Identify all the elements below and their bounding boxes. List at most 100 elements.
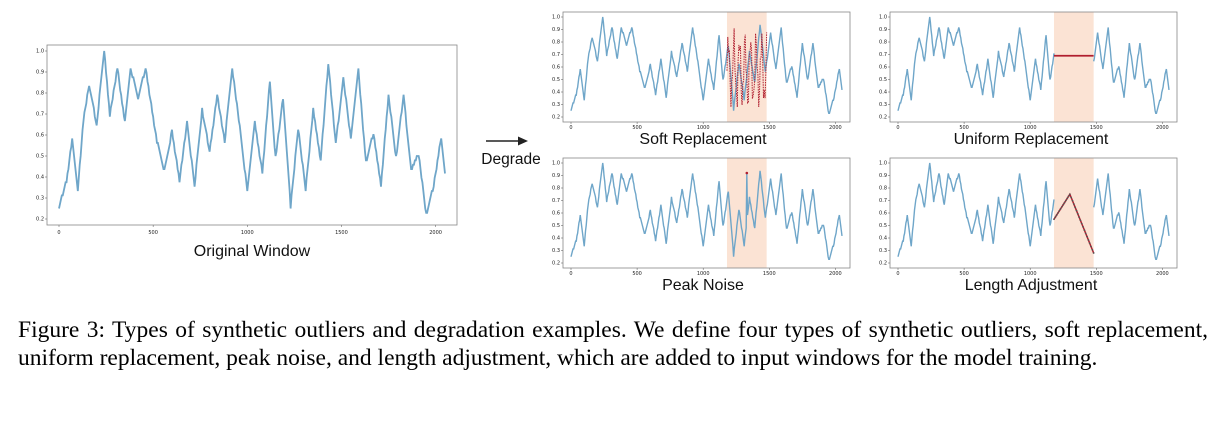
x-tick-label: 1000 xyxy=(241,230,254,236)
y-tick-label: 0.2 xyxy=(879,115,887,121)
panel-soft-replacement: 0.2 0.3 0.4 0.5 0.6 0.7 0.8 0.9 1.0 0 500 1000 1500 2… xyxy=(552,11,851,131)
y-tick-label: 0.4 xyxy=(36,175,44,181)
x-tick-label: 500 xyxy=(148,230,158,236)
y-tick-label: 0.5 xyxy=(879,77,887,83)
outlier-highlight-band xyxy=(1053,158,1094,268)
y-tick-label: 1.0 xyxy=(36,49,44,55)
x-tick-label: 1000 xyxy=(697,125,710,131)
series-line xyxy=(570,16,728,111)
y-tick-label: 0.2 xyxy=(552,115,560,121)
title-original-window: Original Window xyxy=(194,243,311,260)
series-line xyxy=(897,162,1055,257)
outlier-point xyxy=(1072,203,1075,205)
series-line xyxy=(570,162,843,261)
panel-uniform-replacement: 0.2 0.3 0.4 0.5 0.6 0.7 0.8 0.9 1.0 0 500 1000 1500 2… xyxy=(879,11,1178,131)
plot-frame xyxy=(46,44,458,226)
x-tick-label: 2000 xyxy=(829,125,842,131)
y-tick-label: 1.0 xyxy=(879,161,887,167)
y-tick-label: 0.4 xyxy=(879,236,887,242)
x-tick-label: 1500 xyxy=(335,230,348,236)
y-tick-label: 0.9 xyxy=(552,173,560,179)
series-line xyxy=(897,16,1055,111)
outlier-point xyxy=(1082,225,1084,228)
y-tick-label: 0.7 xyxy=(552,52,560,58)
panel-length-adjustment: 0.2 0.3 0.4 0.5 0.6 0.7 0.8 0.9 1.0 0 500 1000 1500 2… xyxy=(879,157,1178,277)
panel-peak-noise: 0.2 0.3 0.4 0.5 0.6 0.7 0.8 0.9 1.0 0 500 1000 1500 2… xyxy=(552,157,851,277)
x-tick-label: 2000 xyxy=(1156,125,1169,131)
y-tick-label: 0.5 xyxy=(552,223,560,229)
series-line xyxy=(765,27,843,115)
title-soft-replacement: Soft Replacement xyxy=(639,131,767,148)
y-tick-label: 0.2 xyxy=(879,261,887,267)
y-tick-label: 0.6 xyxy=(36,133,44,139)
outlier-point xyxy=(1087,239,1090,241)
series-line xyxy=(58,50,446,214)
y-tick-label: 1.0 xyxy=(552,15,560,21)
y-tick-label: 0.9 xyxy=(879,173,887,179)
outlier-point xyxy=(1084,232,1087,235)
y-tick-label: 0.5 xyxy=(879,223,887,229)
y-tick-label: 0.6 xyxy=(879,211,887,217)
x-tick-label: 2000 xyxy=(829,271,842,277)
outlier-point xyxy=(1078,216,1081,218)
x-tick-label: 500 xyxy=(959,125,969,131)
y-tick-label: 0.7 xyxy=(879,198,887,204)
outlier-point xyxy=(1064,199,1067,202)
y-tick-label: 0.8 xyxy=(879,186,887,192)
y-tick-label: 0.6 xyxy=(879,65,887,71)
y-tick-label: 0.3 xyxy=(879,102,887,108)
degrade-arrow xyxy=(486,136,528,146)
y-tick-label: 1.0 xyxy=(552,161,560,167)
plot-frame xyxy=(889,157,1178,269)
outlier-point xyxy=(1055,214,1058,216)
y-tick-label: 1.0 xyxy=(879,15,887,21)
y-tick-label: 0.7 xyxy=(879,52,887,58)
y-tick-label: 0.8 xyxy=(552,186,560,192)
outlier-point xyxy=(1083,229,1086,232)
outlier-point xyxy=(1070,196,1073,199)
series-line xyxy=(1092,173,1170,261)
y-tick-label: 0.3 xyxy=(552,102,560,108)
outlier-point xyxy=(1074,206,1077,209)
outlier-point xyxy=(1061,205,1063,208)
y-tick-label: 0.9 xyxy=(879,27,887,33)
outlier-point xyxy=(1091,248,1094,251)
figure-caption: Figure 3: Types of synthetic outliers an… xyxy=(18,317,1208,371)
degrade-label: Degrade xyxy=(481,151,540,168)
outlier-point xyxy=(1079,219,1082,222)
x-tick-label: 500 xyxy=(959,271,969,277)
series-line xyxy=(1092,27,1170,115)
outlier-point xyxy=(1057,212,1059,214)
y-tick-label: 0.3 xyxy=(36,196,44,202)
x-tick-label: 2000 xyxy=(429,230,442,236)
x-tick-label: 0 xyxy=(896,271,899,277)
x-tick-label: 1500 xyxy=(763,125,776,131)
y-tick-label: 0.8 xyxy=(36,91,44,97)
x-tick-label: 0 xyxy=(569,271,572,277)
outlier-point xyxy=(1075,209,1078,212)
y-tick-label: 0.2 xyxy=(552,261,560,267)
y-tick-label: 0.3 xyxy=(552,248,560,254)
outlier-point xyxy=(1068,193,1071,196)
title-peak-noise: Peak Noise xyxy=(662,277,744,294)
x-tick-label: 500 xyxy=(632,125,642,131)
y-tick-label: 0.8 xyxy=(879,40,887,46)
title-length-adjustment: Length Adjustment xyxy=(965,277,1098,294)
outlier-point xyxy=(1090,245,1092,248)
outlier-point xyxy=(1063,201,1066,204)
title-uniform-replacement: Uniform Replacement xyxy=(954,131,1109,148)
outlier-point xyxy=(1088,242,1091,245)
y-tick-label: 0.4 xyxy=(879,90,887,96)
x-tick-label: 0 xyxy=(896,125,899,131)
y-tick-label: 0.6 xyxy=(552,65,560,71)
y-tick-label: 0.9 xyxy=(36,70,44,76)
outlier-point xyxy=(1062,203,1065,206)
x-tick-label: 1000 xyxy=(1024,125,1037,131)
x-tick-label: 0 xyxy=(57,230,60,236)
plot-frame xyxy=(562,11,851,123)
y-tick-label: 0.7 xyxy=(36,112,44,118)
plot-frame xyxy=(889,11,1178,123)
outlier-point xyxy=(1086,235,1088,238)
y-tick-label: 0.6 xyxy=(552,211,560,217)
y-tick-label: 0.8 xyxy=(552,40,560,46)
